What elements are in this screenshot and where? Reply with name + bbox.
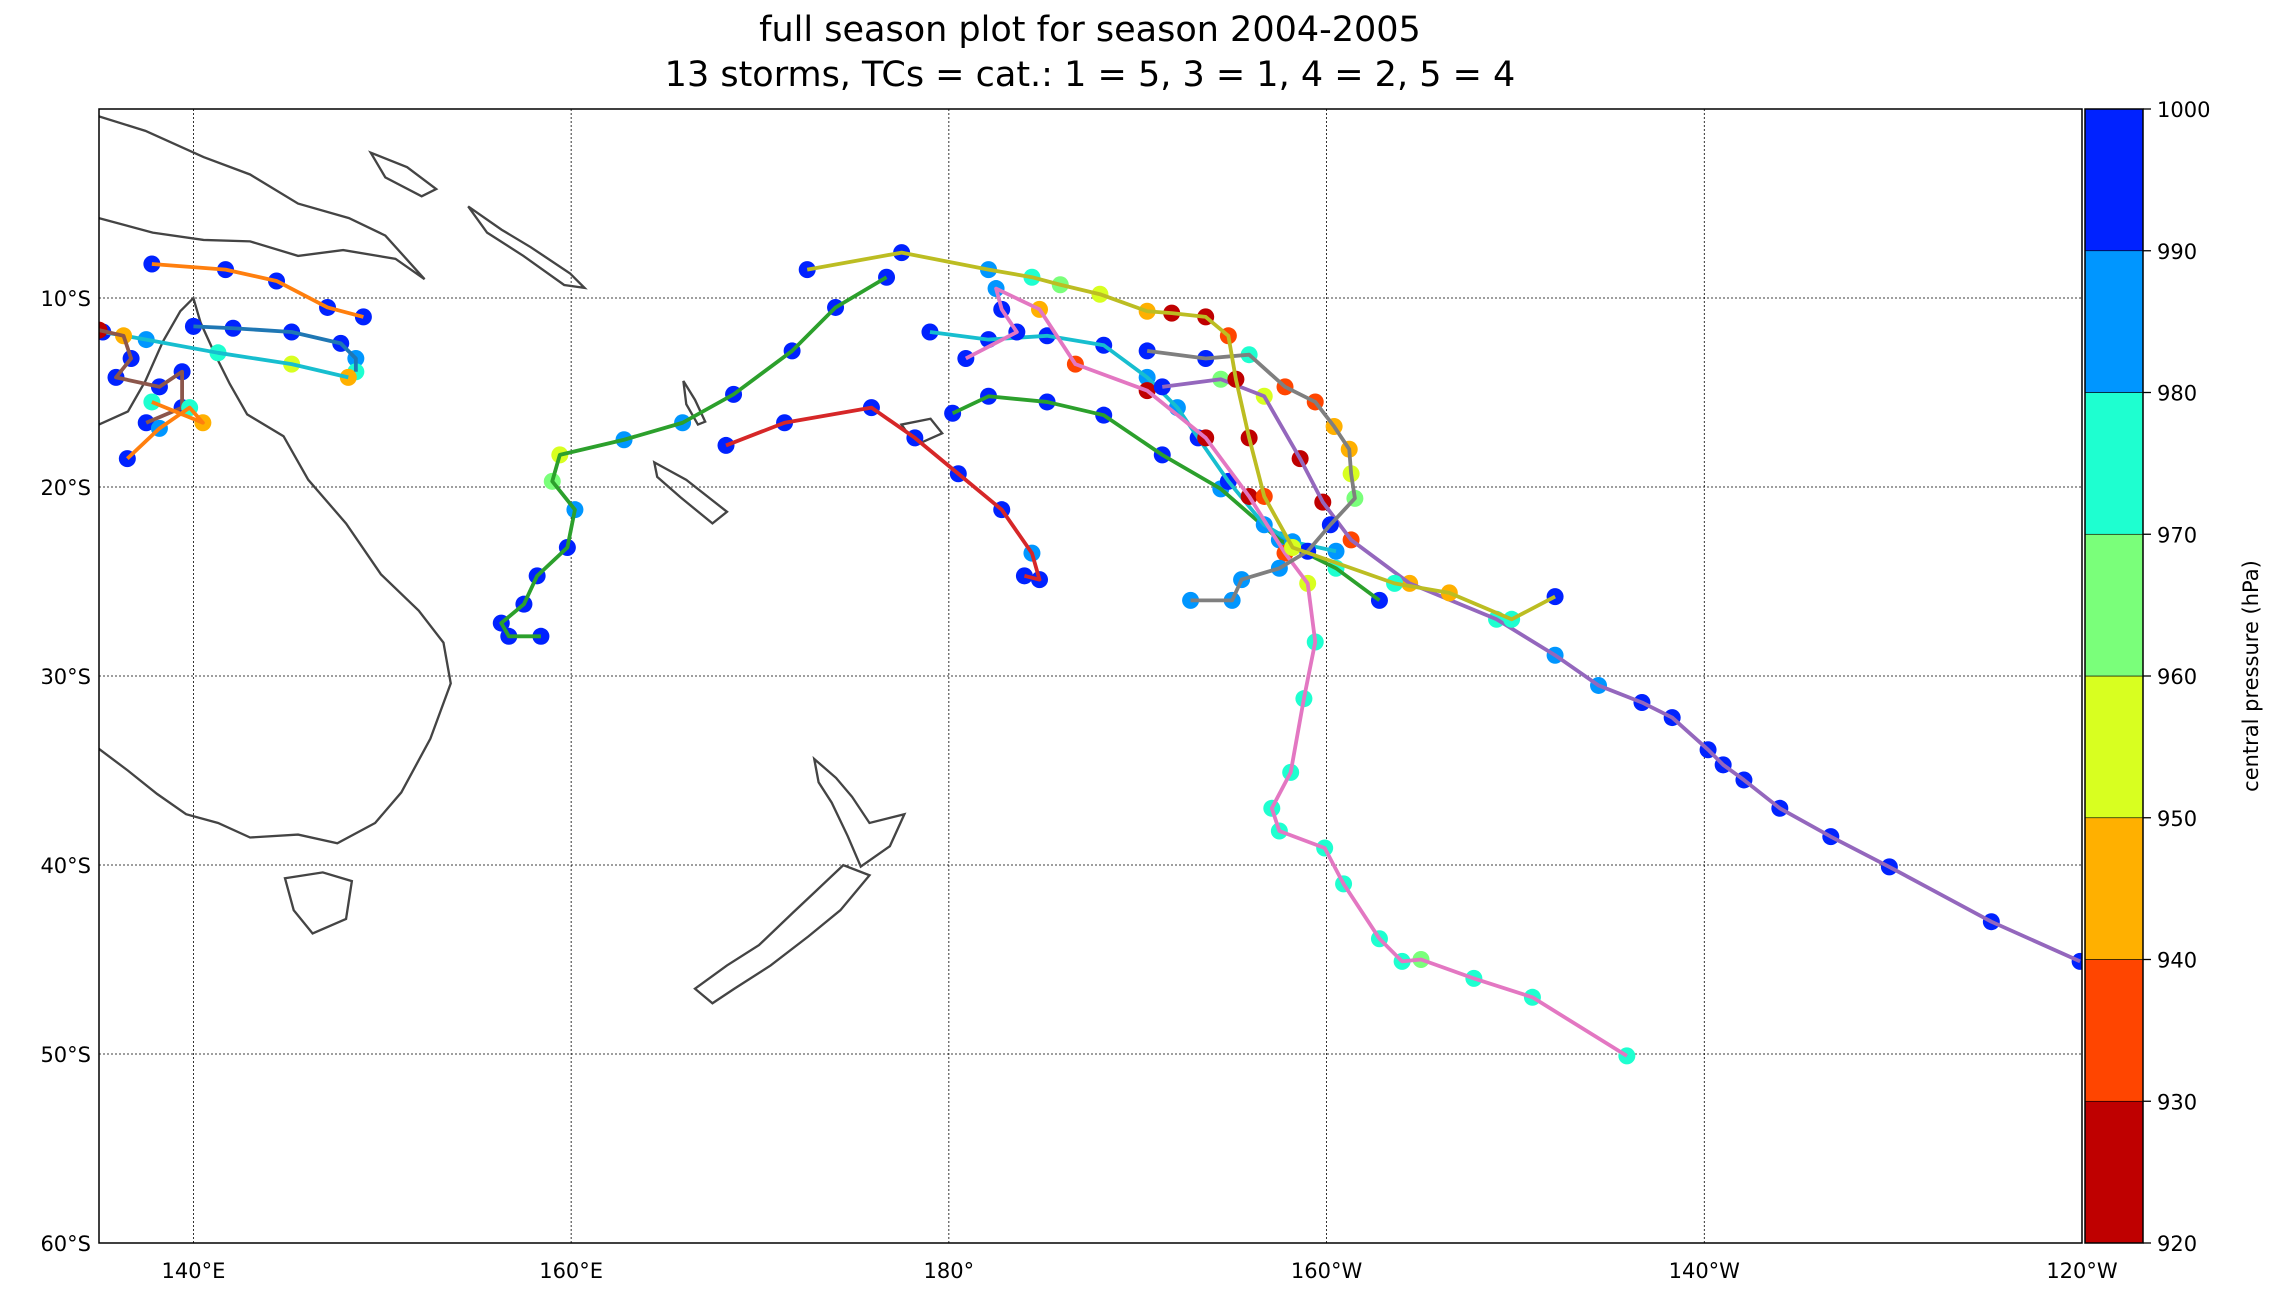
colorbar-segment — [2084, 250, 2144, 393]
colorbar-tick-label: 940 — [2157, 949, 2197, 973]
track-storm-13 — [798, 244, 1564, 628]
colorbar-tick-label: 930 — [2157, 1090, 2197, 1114]
colorbar-segment — [2084, 959, 2144, 1102]
coast-vanuatu — [682, 380, 707, 427]
track-storm-10 — [957, 280, 1636, 1065]
coast-tasmania — [283, 871, 354, 935]
y-tick-label: 50°S — [40, 1043, 91, 1067]
plot-frame — [98, 108, 2083, 1244]
track-storm-7 — [717, 399, 1049, 589]
chart-subtitle: 13 storms, TCs = cat.: 1 = 5, 3 = 1, 4 =… — [664, 55, 1516, 95]
colorbar-segment — [2084, 817, 2144, 960]
track-line — [806, 250, 1556, 622]
coast-new-zealand-south — [693, 863, 872, 1005]
coast-australia — [99, 295, 452, 845]
y-tick-label: 40°S — [40, 854, 91, 878]
x-tick-label: 180° — [924, 1259, 975, 1283]
x-tick-label: 140°W — [1669, 1259, 1741, 1283]
coast-new-zealand-north — [812, 755, 907, 869]
colorbar-segment — [2084, 533, 2144, 677]
track-line — [725, 405, 1042, 582]
x-tick-label: 140°E — [161, 1259, 225, 1283]
coast-new-britain — [368, 150, 439, 198]
colorbar-segment — [2084, 1100, 2144, 1244]
colorbar-tick-label: 970 — [2157, 523, 2197, 547]
track-storm-5 — [118, 393, 212, 468]
coast-solomons — [467, 205, 588, 290]
colorbar-tick-label: 990 — [2157, 240, 2197, 264]
storm-tracks — [99, 244, 2082, 1065]
x-tick-label: 120°W — [2046, 1259, 2118, 1283]
track-line — [193, 324, 358, 372]
colorbar: 920 930 940 950 960 970 980 990 1000 — [2084, 98, 2210, 1256]
colorbar-segment — [2084, 108, 2144, 252]
colorbar-segment — [2084, 392, 2144, 535]
colorbar-tick-label: 950 — [2157, 807, 2197, 831]
track-storm-11 — [1153, 370, 2082, 970]
gridlines — [99, 109, 2082, 1243]
colorbar-label: central pressure (hPa) — [2239, 560, 2263, 792]
coast-new-caledonia — [652, 460, 729, 525]
track-line — [151, 262, 364, 319]
y-tick-label: 20°S — [40, 476, 91, 500]
colorbar-tick-label: 920 — [2157, 1232, 2197, 1256]
chart-title: full season plot for season 2004-2005 — [759, 10, 1421, 50]
track-line — [126, 400, 205, 461]
coast-new-guinea — [99, 115, 426, 281]
y-tick-label: 30°S — [40, 665, 91, 689]
track-line — [929, 330, 1337, 554]
track-line — [102, 330, 349, 380]
track-line — [951, 394, 1381, 602]
colorbar-tick-label: 960 — [2157, 665, 2197, 689]
coastlines — [99, 115, 945, 1005]
track-line — [499, 275, 888, 639]
colorbar-tick-label: 980 — [2157, 382, 2197, 406]
track-point — [1015, 567, 1033, 585]
y-tick-label: 60°S — [40, 1232, 91, 1256]
y-tick-label: 10°S — [40, 287, 91, 311]
colorbar-segment — [2084, 675, 2144, 819]
track-line — [1146, 349, 1357, 603]
track-storm-6 — [492, 268, 896, 645]
track-storm-1 — [143, 255, 372, 326]
x-tick-label: 160°E — [539, 1259, 603, 1283]
x-tick-label: 160°W — [1291, 1259, 1363, 1283]
track-storm-2 — [184, 317, 365, 381]
track-storm-4 — [99, 321, 191, 432]
track-line — [1162, 377, 2081, 964]
track-storm-8 — [944, 387, 1388, 609]
track-line — [99, 328, 184, 425]
colorbar-tick-label: 1000 — [2157, 98, 2210, 122]
axis-ticks: 140°E 160°E 180° 160°W 140°W 120°W 10°S 20°S 30°… — [40, 287, 2117, 1283]
track-line — [964, 286, 1628, 1058]
track-storm-12 — [1138, 342, 1364, 609]
